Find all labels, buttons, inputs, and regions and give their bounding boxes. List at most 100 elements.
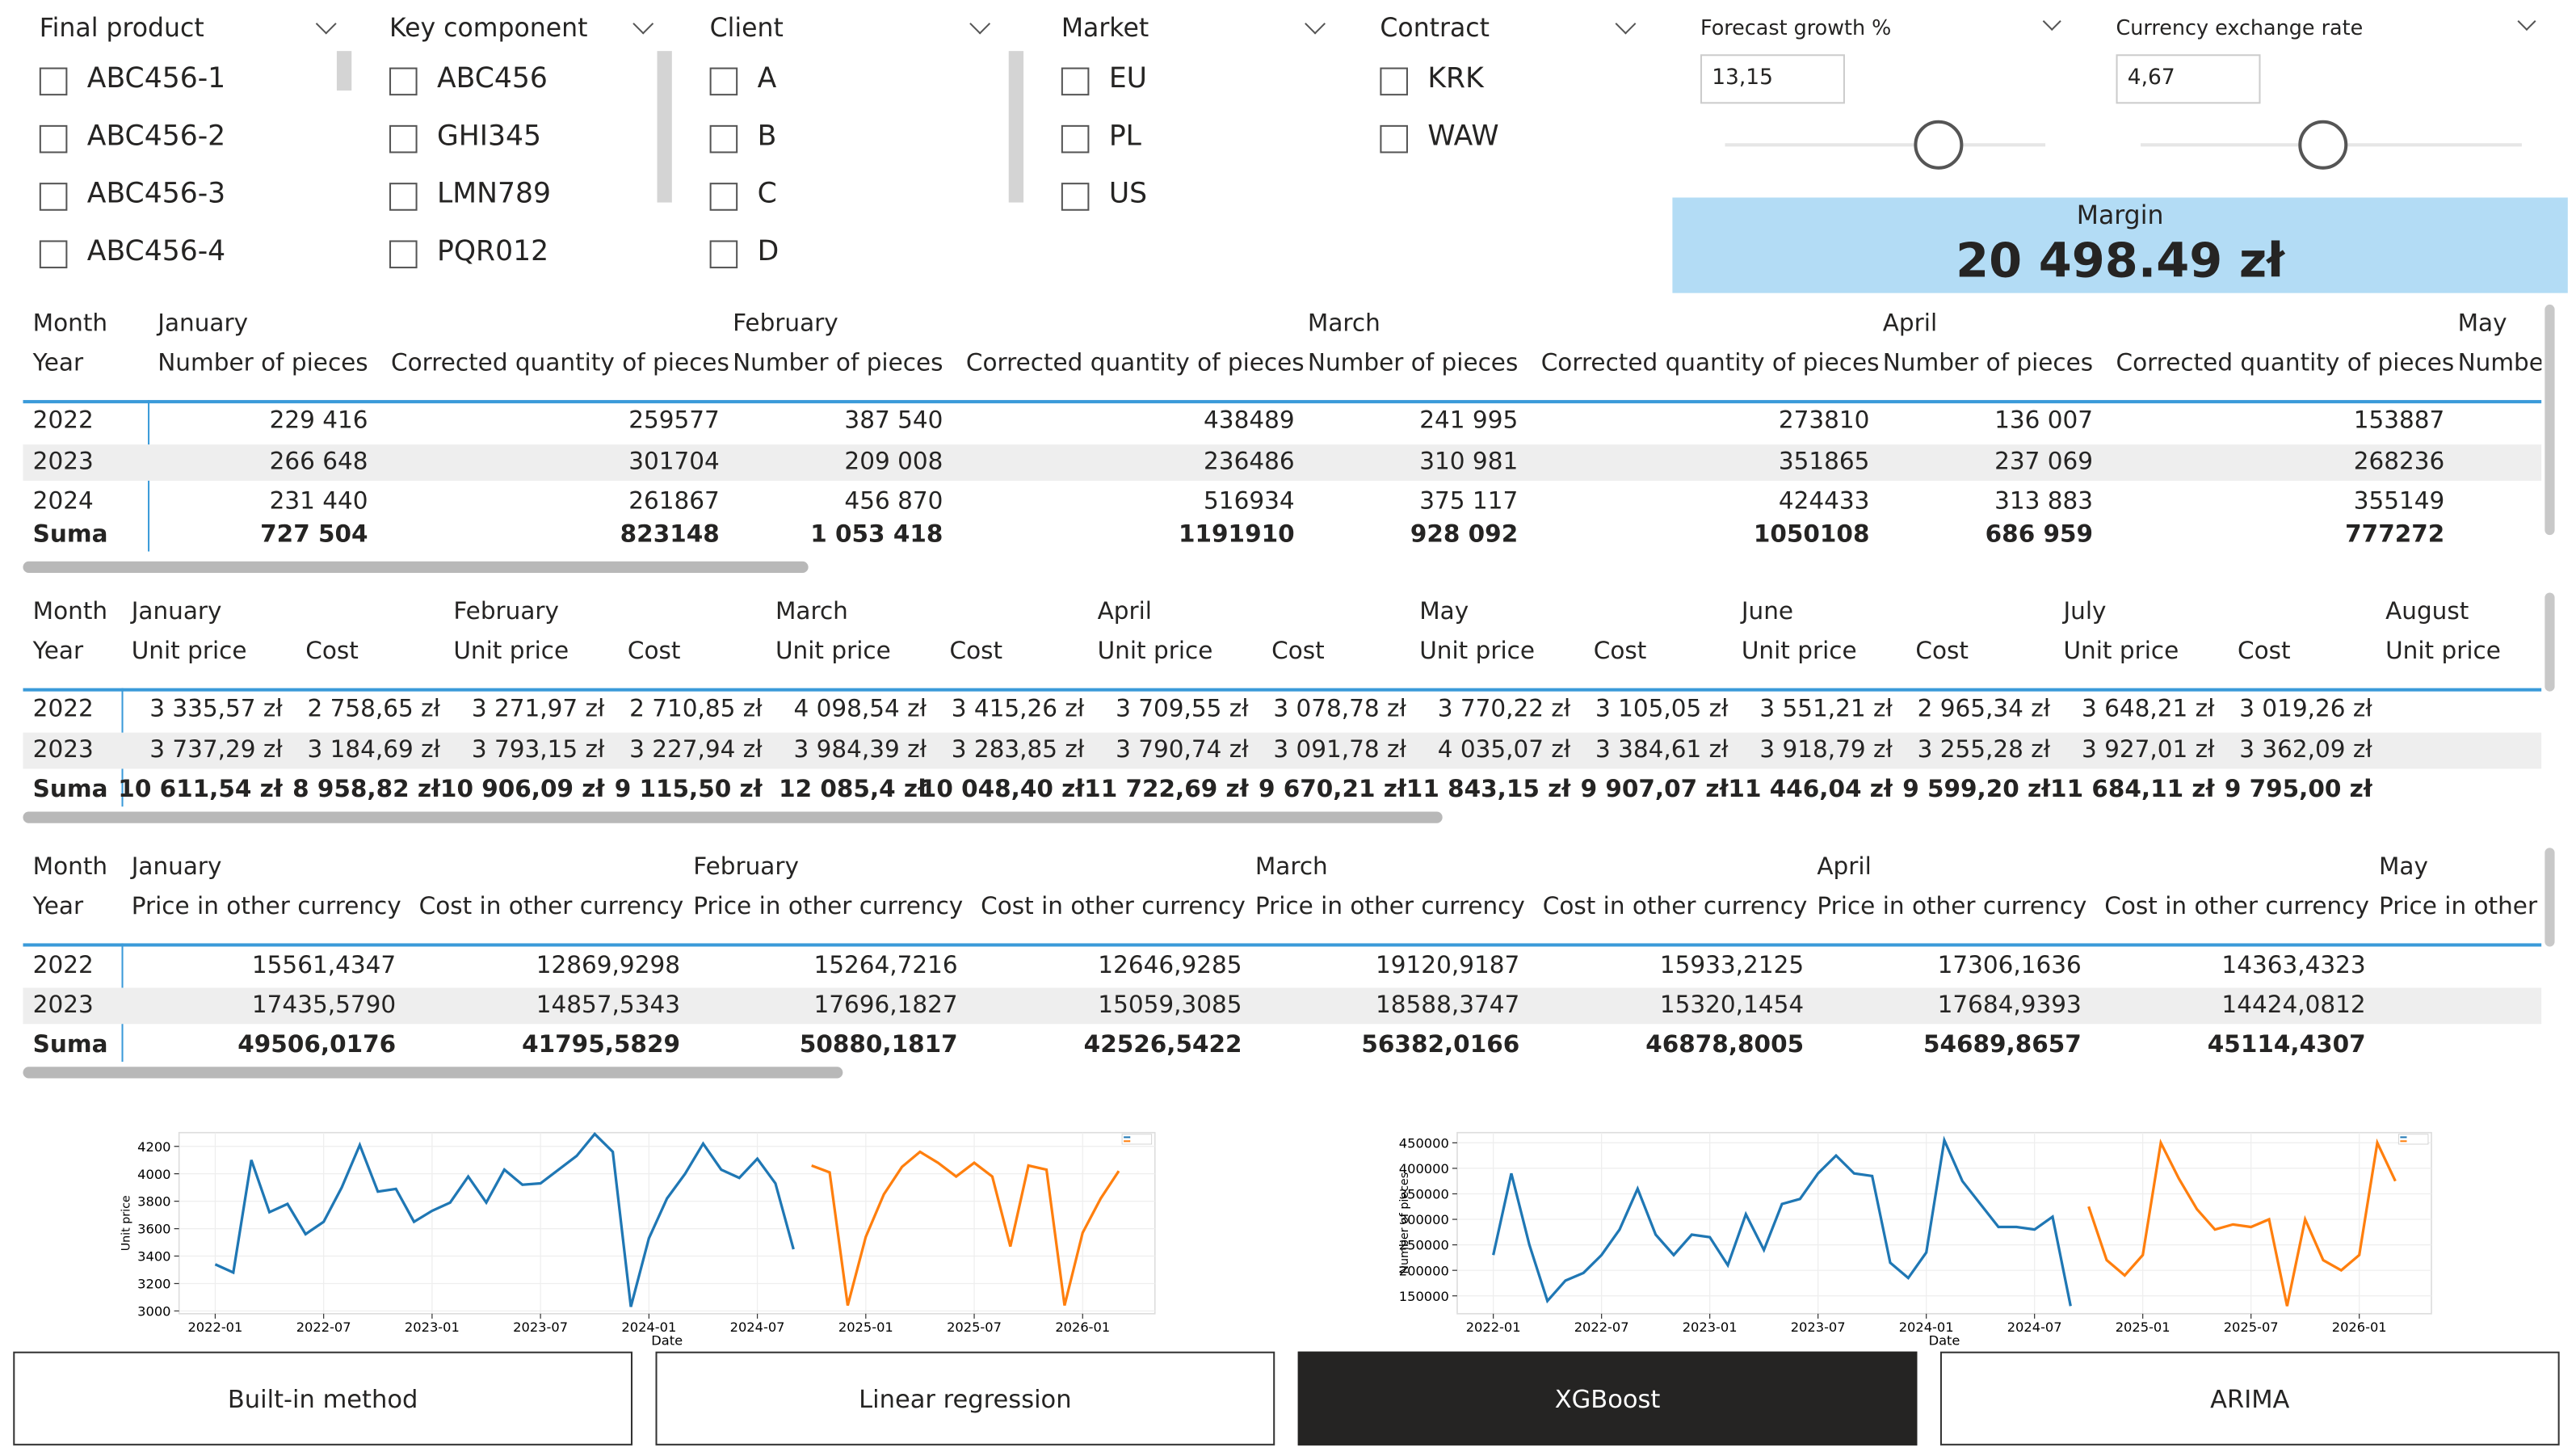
h-scrollbar[interactable]	[23, 561, 809, 574]
slicer-item[interactable]: EU	[1108, 62, 1147, 96]
table-cell: 11 722,69 zł	[1084, 777, 1249, 804]
slicer-item[interactable]: ABC456-4	[86, 235, 226, 269]
table-cell: 231 440	[269, 489, 368, 516]
table-cell: 3 551,21 zł	[1759, 696, 1893, 723]
checkbox[interactable]	[39, 124, 68, 154]
checkbox[interactable]	[39, 67, 68, 96]
v-scrollbar[interactable]	[2544, 848, 2555, 947]
table-cell: 14363,4323	[2221, 953, 2366, 980]
v-scrollbar[interactable]	[2544, 592, 2555, 692]
slicer-dropdown[interactable]	[1305, 13, 1326, 35]
scrollbar	[336, 51, 352, 91]
slicer-item[interactable]: PQR012	[436, 235, 549, 269]
slicer-dropdown[interactable]	[1615, 13, 1637, 35]
table-cell: 9 907,07 zł	[1580, 777, 1729, 804]
month-header: March	[775, 599, 848, 626]
margin-card: Margin 20 498.49 zł	[1672, 197, 2568, 293]
y-tick-label: 300000	[1399, 1212, 1449, 1227]
slicer-item[interactable]: D	[757, 235, 780, 269]
y-tick-label: 400000	[1399, 1161, 1449, 1176]
slicer-item[interactable]: KRK	[1427, 62, 1484, 96]
v-scrollbar[interactable]	[2544, 304, 2555, 536]
y-axis-label: Number of pieces	[1398, 1172, 1411, 1274]
slicer-item[interactable]: A	[757, 62, 777, 96]
checkbox[interactable]	[389, 183, 418, 211]
checkbox[interactable]	[1061, 124, 1090, 154]
checkbox[interactable]	[39, 183, 68, 211]
table-cell: 3 790,74 zł	[1116, 737, 1249, 764]
table-cell: 17435,5790	[251, 992, 397, 1020]
parameter-input[interactable]: 4,67	[2116, 54, 2261, 104]
checkbox[interactable]	[709, 67, 738, 96]
y-axis-label: Unit price	[120, 1195, 133, 1251]
column-name: Price in other currency	[1254, 894, 1525, 920]
y-tick-label: 4000	[137, 1167, 170, 1182]
method-button[interactable]: Linear regression	[655, 1351, 1275, 1446]
slicer-title: Final product	[39, 13, 204, 43]
x-tick-label: 2023-01	[1683, 1319, 1738, 1335]
checkbox[interactable]	[389, 240, 418, 269]
column-name: Price in other currency	[1817, 894, 2087, 920]
table-cell: 3 362,09 zł	[2239, 737, 2372, 764]
table-cell: 42526,5422	[1083, 1032, 1242, 1059]
table-cell: 2 965,34 zł	[1917, 696, 2051, 723]
checkbox[interactable]	[389, 67, 418, 96]
slicer-item[interactable]: ABC456	[436, 62, 548, 96]
slider-track	[1725, 143, 2046, 147]
column-name: Number of pieces	[1882, 350, 2094, 377]
slider-thumb[interactable]	[1914, 120, 1964, 170]
h-scrollbar[interactable]	[23, 1067, 843, 1079]
x-tick-label: 2024-07	[2007, 1319, 2062, 1335]
method-button[interactable]: XGBoost	[1297, 1351, 1918, 1446]
slicer-item[interactable]: ABC456-2	[86, 120, 226, 154]
method-button[interactable]: ARIMA	[1939, 1351, 2560, 1446]
slicer-item[interactable]: PL	[1108, 120, 1141, 154]
slicer-item[interactable]: ABC456-1	[86, 62, 226, 96]
slicer-dropdown[interactable]	[969, 13, 991, 35]
parameter-dropdown[interactable]	[2042, 11, 2061, 32]
table-cell: 1050108	[1753, 521, 1870, 549]
slider-thumb[interactable]	[2298, 120, 2348, 170]
table-cell: 3 283,85 zł	[951, 737, 1085, 764]
x-tick-label: 2022-07	[296, 1319, 351, 1335]
table-cell: 15320,1454	[1659, 992, 1805, 1020]
table-cell: 9 599,20 zł	[1902, 777, 2051, 804]
slicer-item[interactable]: WAW	[1427, 120, 1499, 154]
slicer-item[interactable]: US	[1108, 178, 1148, 211]
slicer-item[interactable]: ABC456-3	[86, 178, 226, 211]
slicer-dropdown[interactable]	[632, 13, 654, 35]
month-header: June	[1741, 599, 1794, 626]
checkbox[interactable]	[1061, 67, 1090, 96]
method-button[interactable]: Built-in method	[13, 1351, 633, 1446]
table-cell: 41795,5829	[522, 1032, 680, 1059]
table-cell: 2 758,65 zł	[307, 696, 441, 723]
x-tick-label: 2022-07	[1574, 1319, 1629, 1335]
slicer-item[interactable]: LMN789	[436, 178, 551, 211]
h-scrollbar[interactable]	[23, 811, 1443, 823]
checkbox[interactable]	[1380, 124, 1408, 154]
checkbox[interactable]	[709, 240, 738, 269]
table-cell: 12869,9298	[536, 953, 680, 980]
slicer-dropdown[interactable]	[315, 13, 337, 35]
checkbox[interactable]	[39, 240, 68, 269]
row-header: Month	[32, 599, 108, 626]
slicer-item[interactable]: B	[757, 120, 777, 154]
y-tick-label: 200000	[1399, 1263, 1449, 1278]
column-header: Year	[32, 894, 84, 920]
x-axis-label: Date	[1929, 1333, 1960, 1347]
parameter-input[interactable]: 13,15	[1700, 54, 1845, 104]
parameter-dropdown[interactable]	[2517, 11, 2536, 32]
slicer-item[interactable]: C	[757, 178, 777, 211]
checkbox[interactable]	[1061, 183, 1090, 211]
checkbox[interactable]	[709, 183, 738, 211]
checkbox[interactable]	[1380, 67, 1408, 96]
checkbox[interactable]	[389, 124, 418, 154]
month-header: February	[693, 854, 799, 882]
slicer-item[interactable]: GHI345	[436, 120, 541, 154]
line-series	[214, 1132, 795, 1307]
month-header: May	[2378, 854, 2428, 882]
table-cell: 310 981	[1419, 449, 1519, 476]
checkbox[interactable]	[709, 124, 738, 154]
